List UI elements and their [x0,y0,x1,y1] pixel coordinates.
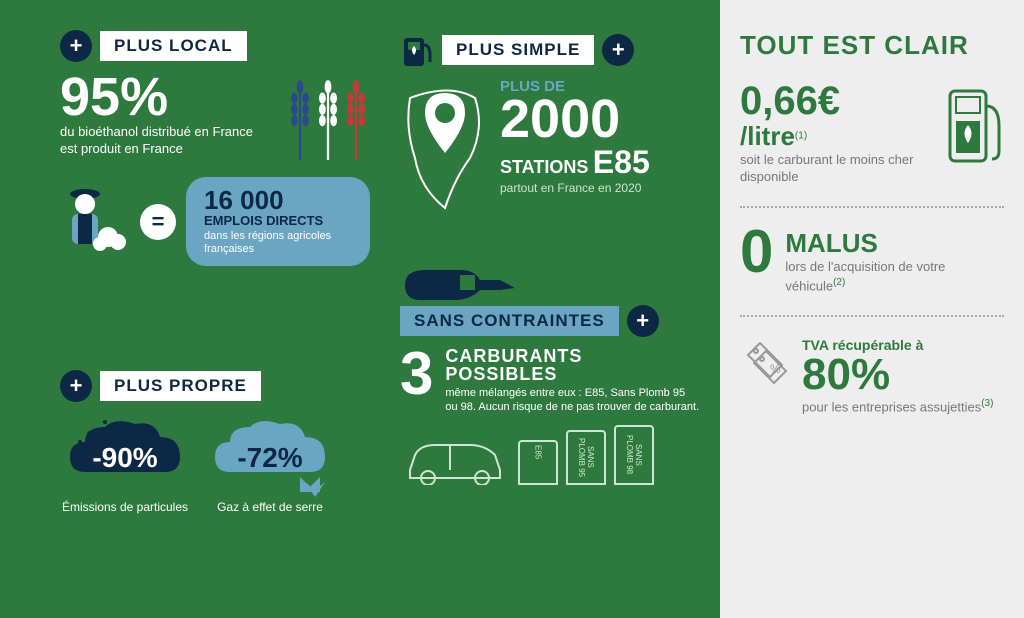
stat-value: -90% [60,442,190,474]
equals-icon: = [140,204,176,240]
tva-row: % TVA récupérable à 80% pour les entrepr… [740,337,1004,416]
wheat-icons [286,70,370,165]
grey-panel: TOUT EST CLAIR 0,66€ /litre(1) soit le c… [720,0,1024,618]
malus-row: 0 MALUS lors de l'acquisition de votre v… [740,228,1004,295]
plus-icon: + [60,370,92,402]
emploi-num: 16 000 [204,187,352,213]
car-pumps: E85 SANS PLOMB 95 SANS PLOMB 98 [400,425,700,485]
carb-desc: même mélangés entre eux : E85, Sans Plom… [445,386,700,415]
block-simple: PLUS SIMPLE + PLUS DE 2000 STATIONS E85 … [400,30,700,223]
svg-text:%: % [770,362,781,376]
simple-desc: partout en France en 2020 [500,181,650,195]
divider [740,206,1004,208]
carb-title2: POSSIBLES [445,365,700,383]
local-badge-row: + PLUS LOCAL [60,30,370,62]
contraintes-num: 3 [400,347,433,415]
local-desc: du bioéthanol distribué en France est pr… [60,124,271,158]
divider [740,315,1004,317]
simple-num: 2000 [500,95,650,144]
malus-label: MALUS [785,228,1004,259]
stat-particules: -90% Émissions de particules [60,412,190,514]
pump-e85: E85 [518,440,558,485]
simple-badge: PLUS SIMPLE [442,35,594,65]
stat-value: -72% [205,442,335,474]
plus-icon: + [602,34,634,66]
block-local: + PLUS LOCAL 95% du bioéthanol distribué… [60,30,370,266]
stat-label: Émissions de particules [60,500,190,514]
propre-badge-row: + PLUS PROPRE [60,370,370,402]
contraintes-badge: SANS CONTRAINTES [400,306,619,336]
pump-sp95: SANS PLOMB 95 [566,430,606,485]
car-icon [400,430,510,485]
pump-large-icon [944,81,1004,176]
right-title: TOUT EST CLAIR [740,30,1004,61]
stat-label: Gaz à effet de serre [205,500,335,514]
simple-stations-line: STATIONS E85 [500,144,650,181]
block-contraintes: SANS CONTRAINTES + 3 CARBURANTS POSSIBLE… [400,305,700,485]
malus-num: 0 [740,228,773,276]
block-propre: + PLUS PROPRE -90% Émissions de particul… [60,370,370,514]
local-badge: PLUS LOCAL [100,31,247,61]
pump-sp98: SANS PLOMB 98 [614,425,654,485]
price-sup: (1) [795,131,807,142]
tva-desc: pour les entreprises assujetties(3) [802,397,993,416]
price: 0,66€ [740,79,840,123]
carb-title1: CARBURANTS [445,347,700,365]
tva-pct: 80% [802,353,993,397]
wheat-icon [316,70,340,165]
price-desc: soit le carburant le moins cher disponib… [740,152,932,186]
stations-label: STATIONS [500,157,588,177]
map-pin-icon [400,78,490,223]
plus-icon: + [60,30,92,62]
emploi-desc: dans les régions agricoles françaises [204,230,352,256]
wheat-icon [288,70,312,165]
green-panel: + PLUS LOCAL 95% du bioéthanol distribué… [0,0,720,618]
price-unit: /litre [740,121,795,151]
pump-small-icon [400,30,434,70]
simple-badge-row: PLUS SIMPLE + [400,30,700,70]
plus-icon: + [627,305,659,337]
stat-gaz: -72% Gaz à effet de serre [205,412,335,514]
tag-icon: % [740,337,790,387]
malus-desc: lors de l'acquisition de votre véhicule(… [785,259,1004,295]
emploi-bubble: 16 000 EMPLOIS DIRECTS dans les régions … [186,177,370,266]
local-pct: 95% [60,70,271,124]
emploi-label: EMPLOIS DIRECTS [204,213,352,228]
contraintes-badge-row: SANS CONTRAINTES + [400,305,700,337]
e85-label: E85 [593,144,650,180]
propre-badge: PLUS PROPRE [100,371,261,401]
wheat-icon [344,70,368,165]
farmer-icon [60,182,130,262]
emploi-section: = 16 000 EMPLOIS DIRECTS dans les région… [60,177,370,266]
